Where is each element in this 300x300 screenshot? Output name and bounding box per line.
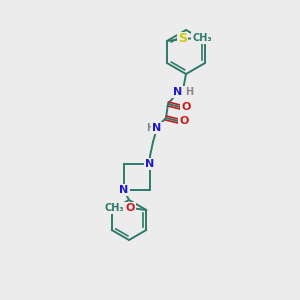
Text: S: S bbox=[178, 32, 188, 46]
Text: O: O bbox=[126, 203, 135, 213]
Text: H: H bbox=[146, 123, 154, 133]
Text: N: N bbox=[152, 123, 162, 133]
Text: H: H bbox=[185, 87, 193, 97]
Text: O: O bbox=[179, 116, 189, 126]
Text: CH₃: CH₃ bbox=[192, 33, 212, 43]
Text: N: N bbox=[173, 87, 183, 97]
Text: CH₃: CH₃ bbox=[104, 203, 124, 213]
Text: N: N bbox=[146, 159, 154, 169]
Text: O: O bbox=[181, 102, 191, 112]
Text: N: N bbox=[119, 185, 129, 195]
